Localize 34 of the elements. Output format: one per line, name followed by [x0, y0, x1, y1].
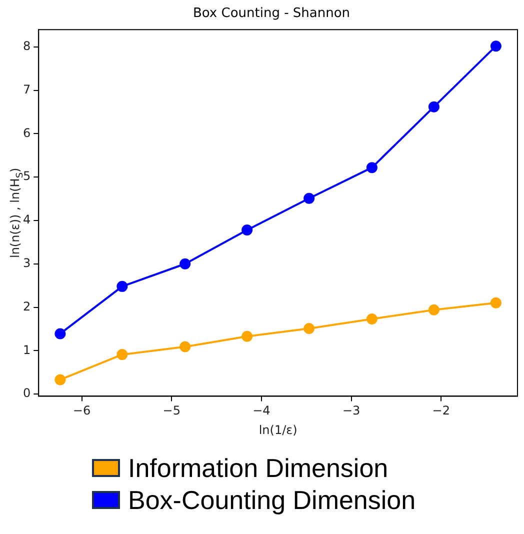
point — [116, 280, 128, 292]
y-tick-label: 2 — [22, 299, 31, 314]
point — [490, 40, 502, 52]
point — [116, 349, 128, 360]
point — [490, 297, 502, 308]
y-tick-label: 5 — [22, 169, 31, 184]
y-tick-label: 1 — [22, 342, 31, 357]
y-tick-label: 3 — [22, 256, 31, 270]
x-tick-label: −5 — [162, 404, 180, 418]
y-tick-label: 0 — [22, 386, 31, 400]
y-tick-label: 4 — [22, 212, 31, 227]
x-tick-label: −2 — [432, 404, 450, 418]
point — [54, 328, 66, 340]
x-tick-label: −6 — [72, 404, 91, 418]
point — [242, 330, 253, 342]
x-axis-title: ln(1/ε) — [258, 422, 298, 437]
point — [180, 341, 191, 352]
point — [304, 192, 315, 204]
point — [428, 101, 440, 112]
point — [54, 374, 66, 386]
chart-title: Box Counting - Shannon — [192, 6, 350, 22]
legend-label: Information Dimension — [128, 452, 388, 484]
legend-label: Box-Counting Dimension — [128, 484, 416, 516]
point — [366, 313, 378, 324]
point — [366, 162, 378, 174]
x-tick-label: −3 — [342, 404, 360, 418]
point — [242, 224, 253, 236]
point — [180, 258, 191, 270]
y-tick-label: 7 — [22, 82, 31, 96]
point — [304, 323, 315, 334]
y-tick-label: 8 — [22, 39, 31, 54]
point — [428, 304, 440, 316]
y-tick-label: 6 — [22, 126, 31, 140]
x-tick-label: −4 — [252, 404, 270, 418]
